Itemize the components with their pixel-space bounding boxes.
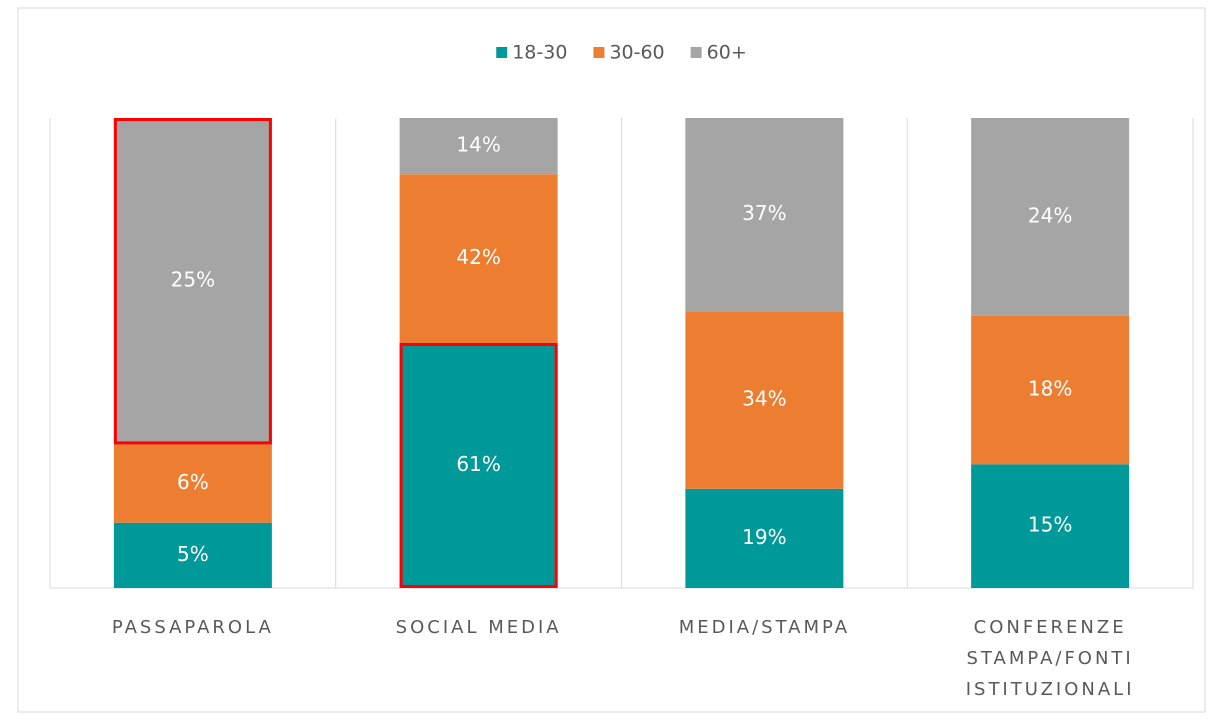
- x-tick-label: MEDIA/STAMPA: [679, 617, 850, 638]
- bar-segment: [113, 444, 272, 523]
- value-label: 25%: [171, 268, 215, 292]
- highlight-box: [399, 342, 558, 589]
- x-tick-label: CONFERENZE: [974, 617, 1127, 638]
- bar-segment: [971, 118, 1130, 316]
- value-label: 6%: [177, 470, 209, 494]
- x-tick-label: STAMPA/FONTI: [967, 648, 1134, 669]
- bar-segment: [685, 488, 844, 588]
- value-label: 42%: [456, 245, 500, 269]
- legend-label: 18-30: [512, 42, 567, 64]
- value-label: 5%: [177, 542, 209, 566]
- x-tick-label: SOCIAL MEDIA: [396, 617, 562, 638]
- value-label: 14%: [456, 133, 500, 157]
- bar-segment: [971, 464, 1130, 588]
- value-label: 61%: [456, 452, 500, 476]
- highlight-box: [113, 118, 272, 445]
- value-label: 34%: [742, 387, 786, 411]
- bar-segment: [399, 342, 558, 588]
- bar-segment: [113, 118, 272, 445]
- legend-label: 30-60: [609, 42, 664, 64]
- bar-segment: [399, 174, 558, 343]
- bar-segment: [399, 118, 558, 175]
- bar-segment: [113, 522, 272, 588]
- x-tick-label: ISTITUZIONALI: [966, 679, 1135, 700]
- bar-segment: [971, 315, 1130, 465]
- bar-segment: [685, 118, 844, 312]
- value-label: 24%: [1028, 203, 1072, 227]
- bar-segment: [685, 311, 844, 489]
- legend-swatch: [690, 47, 702, 58]
- value-label: 19%: [742, 525, 786, 549]
- value-label: 37%: [742, 201, 786, 225]
- legend-label: 60+: [707, 42, 747, 64]
- legend-swatch: [496, 47, 508, 58]
- value-label: 18%: [1028, 377, 1072, 401]
- x-tick-label: PASSAPAROLA: [112, 617, 274, 638]
- value-label: 15%: [1028, 513, 1072, 537]
- legend-swatch: [593, 47, 605, 58]
